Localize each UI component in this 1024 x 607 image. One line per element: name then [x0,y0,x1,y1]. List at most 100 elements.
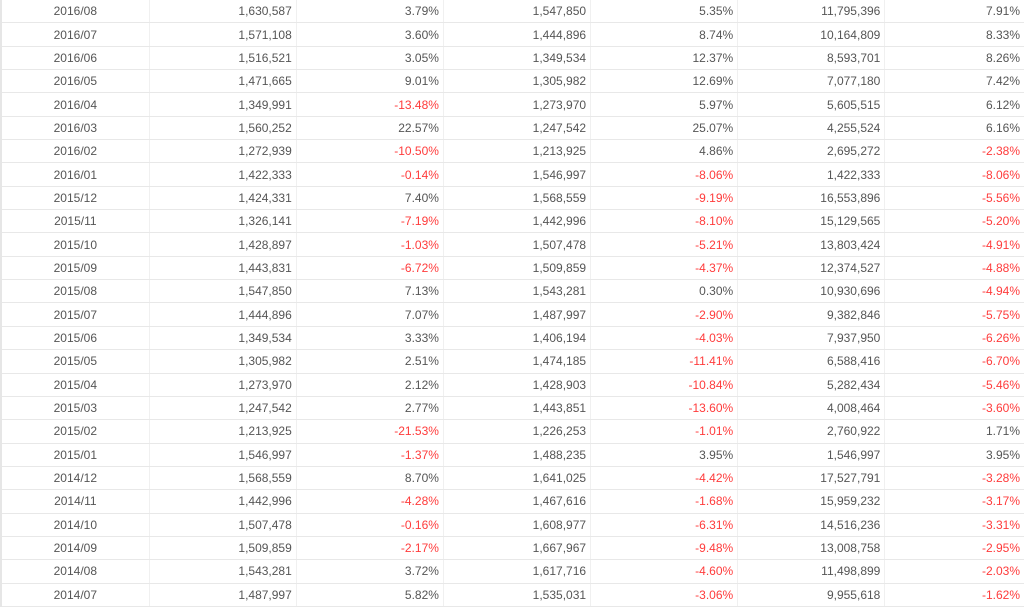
cumulative-change-cell: -6.70% [884,349,1024,374]
value-cell: 1,428,897 [149,232,297,257]
month-cell: 2015/12 [1,186,150,211]
compare-change-cell: -4.37% [590,256,739,281]
compare-value-cell: 1,617,716 [443,559,592,584]
table-row: 2016/01 1,422,333 -0.14% 1,546,997 -8.06% 1,4… [1,162,1024,187]
compare-value-cell: 1,488,235 [443,443,592,467]
month-cell: 2016/08 [1,0,150,24]
cumulative-value-cell: 1,422,333 [737,162,886,187]
change-cell: 7.40% [296,186,444,211]
change-cell: 2.12% [296,373,444,397]
compare-change-cell: -13.60% [590,396,739,421]
month-cell: 2015/02 [1,419,150,444]
month-cell: 2014/07 [1,583,150,607]
month-cell: 2014/09 [1,536,150,561]
compare-change-cell: 12.69% [590,69,739,94]
table-row: 2015/02 1,213,925 -21.53% 1,226,253 -1.01% 2,… [1,419,1024,444]
compare-value-cell: 1,273,970 [443,92,592,117]
compare-value-cell: 1,444,896 [443,22,592,47]
compare-change-cell: -8.10% [590,209,739,234]
compare-change-cell: -9.19% [590,186,739,211]
value-cell: 1,247,542 [149,396,297,421]
table-row: 2015/01 1,546,997 -1.37% 1,488,235 3.95% 1,54… [1,443,1024,467]
table-row: 2015/07 1,444,896 7.07% 1,487,997 -2.90% 9,38… [1,302,1024,327]
value-cell: 1,326,141 [149,209,297,234]
value-cell: 1,349,991 [149,92,297,117]
cumulative-change-cell: 8.33% [884,22,1024,47]
cumulative-value-cell: 15,129,565 [737,209,886,234]
cumulative-value-cell: 6,588,416 [737,349,886,374]
month-cell: 2014/10 [1,513,150,537]
compare-change-cell: 25.07% [590,116,739,141]
cumulative-value-cell: 4,255,524 [737,116,886,141]
compare-change-cell: -4.60% [590,559,739,584]
value-cell: 1,349,534 [149,326,297,351]
change-cell: 3.05% [296,46,444,71]
compare-value-cell: 1,443,851 [443,396,592,421]
compare-change-cell: -1.01% [590,419,739,444]
month-cell: 2015/09 [1,256,150,281]
month-cell: 2016/04 [1,92,150,117]
cumulative-change-cell: 1.71% [884,419,1024,444]
change-cell: 7.13% [296,279,444,304]
cumulative-value-cell: 5,282,434 [737,373,886,397]
value-cell: 1,547,850 [149,279,297,304]
compare-change-cell: -8.06% [590,162,739,187]
compare-change-cell: 4.86% [590,139,739,164]
compare-value-cell: 1,568,559 [443,186,592,211]
change-cell: 8.70% [296,466,444,491]
change-cell: 7.07% [296,302,444,327]
cumulative-change-cell: -5.75% [884,302,1024,327]
compare-value-cell: 1,305,982 [443,69,592,94]
month-cell: 2015/01 [1,443,150,467]
value-cell: 1,442,996 [149,489,297,514]
change-cell: -7.19% [296,209,444,234]
table-row: 2015/08 1,547,850 7.13% 1,543,281 0.30% 10,93… [1,279,1024,304]
cumulative-value-cell: 11,795,396 [737,0,886,24]
compare-value-cell: 1,406,194 [443,326,592,351]
table-row: 2014/08 1,543,281 3.72% 1,617,716 -4.60% 11,4… [1,559,1024,584]
table-row: 2016/02 1,272,939 -10.50% 1,213,925 4.86% 2,6… [1,139,1024,164]
compare-value-cell: 1,535,031 [443,583,592,607]
month-cell: 2014/12 [1,466,150,491]
cumulative-value-cell: 14,516,236 [737,513,886,537]
cumulative-change-cell: 7.42% [884,69,1024,94]
value-cell: 1,546,997 [149,443,297,467]
table-row: 2015/09 1,443,831 -6.72% 1,509,859 -4.37% 12,… [1,256,1024,281]
month-cell: 2016/05 [1,69,150,94]
compare-value-cell: 1,467,616 [443,489,592,514]
value-cell: 1,630,587 [149,0,297,24]
change-cell: -2.17% [296,536,444,561]
month-cell: 2015/05 [1,349,150,374]
compare-change-cell: -4.42% [590,466,739,491]
cumulative-change-cell: -5.46% [884,373,1024,397]
month-cell: 2015/10 [1,232,150,257]
month-cell: 2014/11 [1,489,150,514]
month-cell: 2015/08 [1,279,150,304]
cumulative-value-cell: 13,803,424 [737,232,886,257]
month-cell: 2016/03 [1,116,150,141]
cumulative-value-cell: 5,605,515 [737,92,886,117]
compare-change-cell: -3.06% [590,583,739,607]
cumulative-change-cell: -3.60% [884,396,1024,421]
change-cell: 3.72% [296,559,444,584]
cumulative-change-cell: 8.26% [884,46,1024,71]
cumulative-change-cell: -3.17% [884,489,1024,514]
compare-change-cell: -11.41% [590,349,739,374]
cumulative-value-cell: 9,955,618 [737,583,886,607]
month-cell: 2015/03 [1,396,150,421]
compare-change-cell: -1.68% [590,489,739,514]
cumulative-change-cell: -1.62% [884,583,1024,607]
compare-change-cell: -10.84% [590,373,739,397]
month-cell: 2016/01 [1,162,150,187]
value-cell: 1,424,331 [149,186,297,211]
cumulative-value-cell: 17,527,791 [737,466,886,491]
cumulative-change-cell: -3.31% [884,513,1024,537]
cumulative-change-cell: 7.91% [884,0,1024,24]
compare-change-cell: 0.30% [590,279,739,304]
cumulative-change-cell: -4.94% [884,279,1024,304]
change-cell: -13.48% [296,92,444,117]
cumulative-change-cell: -3.28% [884,466,1024,491]
value-cell: 1,471,665 [149,69,297,94]
